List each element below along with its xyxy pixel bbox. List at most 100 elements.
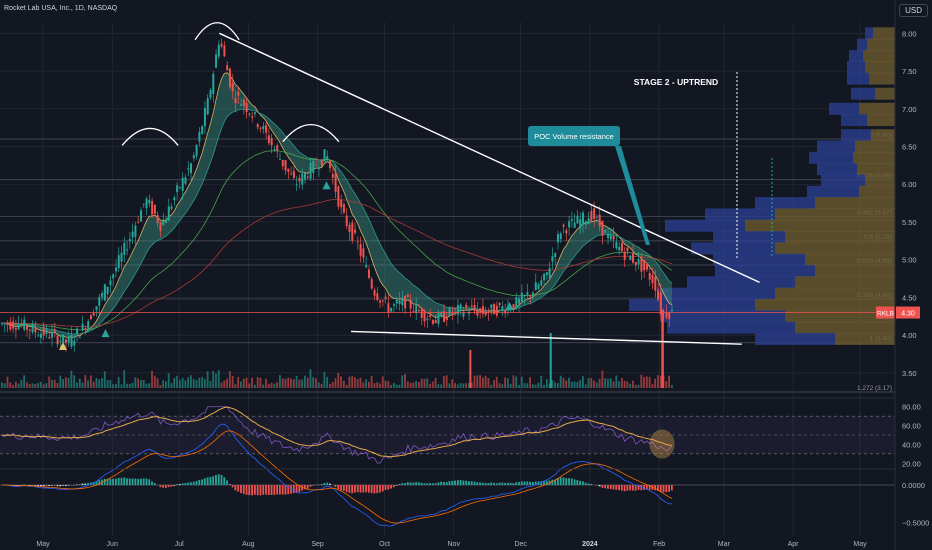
volume-bar [629, 383, 632, 388]
candle-body [20, 324, 23, 326]
candle-body [304, 173, 307, 180]
volume-bar [9, 382, 12, 388]
macd-histogram-bar [579, 480, 582, 485]
candle-body [209, 90, 212, 98]
macd-histogram-bar [184, 483, 187, 485]
candle-body [228, 68, 231, 88]
volume-bar [587, 378, 590, 388]
volume-bar [315, 378, 317, 388]
macd-histogram-bar [604, 485, 607, 489]
volume-bar [331, 381, 334, 388]
candle-body [554, 253, 557, 257]
volume-bar [290, 378, 292, 388]
macd-histogram-bar [145, 478, 148, 485]
candle-body [290, 173, 293, 175]
volume-bar [648, 376, 651, 388]
volume-bar [304, 375, 306, 388]
candle-body [573, 222, 576, 228]
volume-bar [345, 384, 348, 388]
volume-bar [401, 375, 404, 388]
volume-bar [53, 379, 56, 388]
candle-body [367, 269, 370, 278]
candle-body [234, 98, 237, 104]
volume-profile-up [667, 321, 795, 334]
candle-body [340, 199, 343, 208]
candle-body [162, 220, 165, 225]
candle-body [668, 312, 671, 320]
volume-profile-up [821, 174, 865, 187]
candle-body [323, 149, 326, 162]
volume-bar [584, 384, 587, 388]
candle-body [245, 103, 248, 112]
volume-profile-up [755, 332, 835, 345]
candle-body [317, 167, 320, 170]
candles [1, 38, 673, 352]
macd-histogram-bar [395, 485, 398, 486]
volume-bar [6, 376, 9, 388]
candle-body [39, 333, 42, 338]
volume-bar [468, 383, 470, 388]
volume-bar [598, 378, 601, 388]
candle-body [473, 305, 476, 311]
macd-histogram-bar [217, 474, 220, 485]
candle-body [190, 163, 193, 173]
candle-body [145, 198, 148, 209]
volume-profile-up [847, 72, 869, 85]
macd-histogram-bar [390, 485, 392, 489]
candle-body [662, 311, 665, 313]
price-tick-label: 4.50 [902, 293, 917, 302]
macd-histogram-bar [437, 482, 440, 485]
moving-average-ribbon [1, 72, 673, 339]
macd-histogram-bar [568, 478, 570, 485]
volume-bar [212, 371, 215, 388]
x-tick-label: Nov [448, 541, 461, 548]
volume-bar [51, 379, 53, 388]
candle-body [12, 321, 15, 329]
volume-profile-up [851, 87, 875, 100]
candle-body [329, 160, 332, 169]
volume-bar [618, 381, 620, 388]
volume-bar [426, 378, 429, 388]
volume-profile-up [857, 38, 867, 51]
macd-histogram-bar [59, 485, 62, 487]
macd-histogram-bar [454, 480, 456, 485]
volume-bar [26, 382, 28, 388]
volume-bar [334, 378, 337, 388]
volume-bar [576, 381, 579, 388]
candle-body [137, 221, 140, 223]
macd-histogram-bar [242, 485, 245, 494]
volume-bar [112, 384, 114, 388]
volume-bar [3, 383, 6, 388]
entry-arrow [59, 342, 67, 350]
macd-histogram-bar [181, 483, 184, 485]
macd-histogram-bar [434, 483, 437, 485]
candle-body [381, 300, 384, 302]
macd-histogram-bar [632, 485, 634, 491]
volume-bar [615, 375, 618, 388]
candle-body [67, 336, 70, 343]
macd-histogram-bar [665, 485, 668, 493]
candle-body [301, 173, 304, 185]
candle-body [198, 131, 201, 142]
price-tick-label: 6.00 [902, 180, 917, 189]
macd-histogram-bar [95, 481, 98, 485]
macd-histogram-bar [265, 485, 267, 495]
macd-histogram-bar [565, 478, 568, 485]
volume-bar [462, 383, 465, 388]
volume-bar [137, 378, 140, 388]
candle-body [181, 177, 184, 191]
volume-bar [309, 369, 312, 388]
macd-histogram-bar [562, 477, 565, 485]
volume-bar [537, 382, 540, 388]
volume-bar [501, 384, 504, 388]
currency-button[interactable]: USD [899, 4, 928, 17]
candle-body [140, 210, 142, 222]
candle-body [415, 304, 418, 313]
macd-histogram-bar [493, 482, 495, 485]
volume-bar [398, 384, 401, 388]
candle-body [248, 113, 251, 115]
macd-histogram-bar [659, 485, 662, 493]
candle-body [470, 305, 473, 307]
macd-histogram-bar [376, 485, 379, 494]
